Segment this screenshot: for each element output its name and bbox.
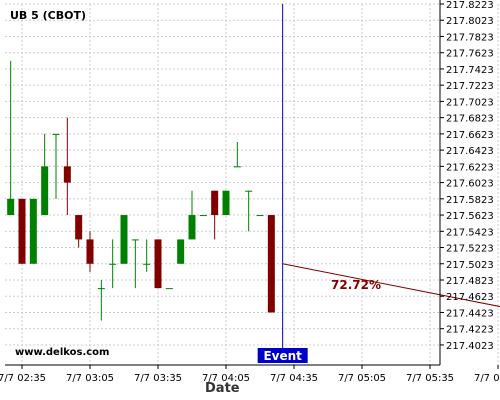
candle-body	[29, 198, 37, 264]
x-axis-label: Date	[205, 381, 240, 396]
y-tick-label: 217.7223	[446, 81, 494, 92]
grid	[5, 3, 499, 365]
x-tick-label: 7/7 04:05	[202, 373, 250, 384]
y-tick-label: 217.6423	[446, 146, 494, 157]
y-tick-label: 217.6223	[446, 162, 494, 173]
candles	[7, 60, 275, 321]
candle-body	[233, 166, 241, 168]
y-tick-label: 217.8223	[446, 0, 494, 11]
projection-arrow-line	[282, 263, 500, 308]
candle-body	[63, 166, 71, 183]
y-tick-label: 217.4423	[446, 308, 494, 319]
x-tick-label: 7/7 02:35	[0, 373, 46, 384]
x-tick-label: 7/7 04:35	[270, 373, 318, 384]
event-label: Event	[263, 349, 302, 363]
candle-body	[165, 288, 173, 290]
y-tick-label: 217.5023	[446, 260, 494, 271]
y-tick-label: 217.5623	[446, 211, 494, 222]
candle-body	[267, 215, 275, 313]
y-tick-label: 217.6623	[446, 130, 494, 141]
x-tick-label: 7/7 06:05	[474, 373, 500, 384]
candle-body	[86, 239, 94, 264]
candle-body	[41, 166, 49, 216]
y-tick-label: 217.6823	[446, 114, 494, 125]
candle-body	[211, 190, 219, 216]
candle-body	[177, 239, 185, 264]
y-tick-label: 217.4223	[446, 325, 494, 336]
y-tick-label: 217.4023	[446, 341, 494, 352]
overlays	[257, 4, 500, 363]
y-tick-label: 217.4823	[446, 276, 494, 287]
y-tick-label: 217.6023	[446, 179, 494, 190]
candle-body	[52, 133, 60, 135]
candle-body	[188, 215, 196, 240]
axes	[5, 0, 499, 369]
candle-body	[154, 239, 162, 289]
x-tick-label: 7/7 05:05	[338, 373, 386, 384]
x-tick-label: 7/7 05:35	[406, 373, 454, 384]
x-tick-label: 7/7 03:35	[134, 373, 182, 384]
projection-label: 72.72%	[331, 278, 381, 292]
candle-body	[256, 215, 264, 217]
candle-body	[131, 239, 139, 241]
candle-body	[245, 190, 253, 192]
candle-body	[222, 190, 230, 216]
candle-body	[109, 263, 117, 265]
watermark: www.delkos.com	[15, 347, 110, 358]
y-tick-label: 217.8023	[446, 16, 494, 27]
event-badge	[257, 348, 308, 363]
y-tick-label: 217.5823	[446, 195, 494, 206]
y-tick-label: 217.7023	[446, 97, 494, 108]
candle-body	[143, 263, 151, 265]
candle-body	[7, 198, 15, 216]
labels: 217.8223 217.8023 217.7823 217.7623 217.7423…	[0, 0, 500, 384]
candle-body	[199, 215, 207, 217]
y-tick-label: 217.5223	[446, 244, 494, 255]
y-tick-label: 217.7623	[446, 49, 494, 60]
y-tick-label: 217.7823	[446, 32, 494, 43]
x-tick-label: 7/7 03:05	[66, 373, 114, 384]
candle-body	[97, 288, 105, 290]
candle-body	[18, 198, 26, 264]
candle-body	[75, 215, 83, 240]
chart-title: UB 5 (CBOT)	[10, 9, 86, 22]
y-tick-label: 217.4623	[446, 292, 494, 303]
y-tick-label: 217.5423	[446, 227, 494, 238]
candle-body	[120, 215, 128, 264]
y-tick-label: 217.7423	[446, 65, 494, 76]
